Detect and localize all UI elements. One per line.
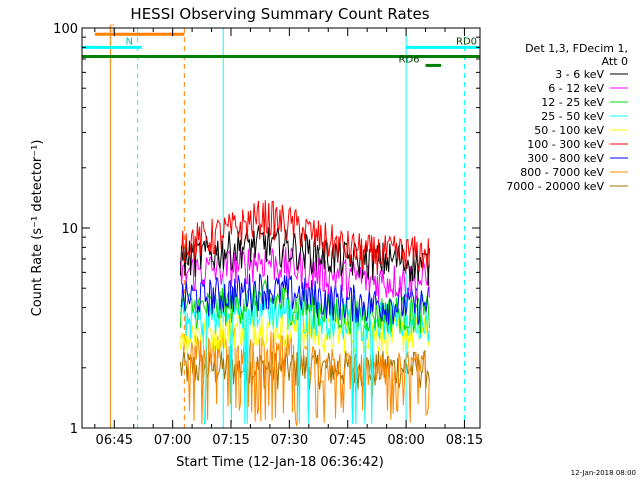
legend-label-6: 300 - 800 keV [527,152,604,165]
legend-label-8: 7000 - 20000 keV [506,180,604,193]
series-line-6 [180,273,430,325]
x-tick-label: 08:15 [446,433,483,448]
status-label-1: N [126,36,133,47]
legend-label-1: 6 - 12 keV [548,82,604,95]
chart-title: HESSI Observing Summary Count Rates [130,5,429,23]
series-line-4 [179,311,430,356]
legend-label-0: 3 - 6 keV [555,68,604,81]
status-label-2: RD0 [456,36,477,47]
y-axis-label: Count Rate (s⁻¹ detector⁻¹) [30,140,45,317]
status-label-0: S [109,23,115,34]
x-tick-label: 08:00 [387,433,424,448]
legend-label-3: 25 - 50 keV [541,110,604,123]
legend-label-5: 100 - 300 keV [527,138,604,151]
status-label-4: RD6 [399,54,420,65]
x-tick-label: 06:45 [96,433,133,448]
y-tick-label: 1 [70,422,78,437]
x-tick-label: 07:00 [154,433,191,448]
legend-header-line-1: Det 1,3, FDecim 1, [525,42,628,55]
y-tick-label: 10 [61,222,78,237]
series-line-8 [179,349,430,390]
series-line-5 [179,200,430,276]
footer-timestamp: 12-Jan-2018 08:00 [571,469,636,477]
x-tick-label: 07:15 [212,433,249,448]
legend-label-4: 50 - 100 keV [534,124,604,137]
y-tick-label: 100 [53,22,78,37]
legend-label-7: 800 - 7000 keV [520,166,604,179]
x-axis-label: Start Time (12-Jan-18 06:36:42) [176,455,384,470]
legend-header-line-2: Att 0 [602,55,628,68]
legend-label-2: 12 - 25 keV [541,96,604,109]
x-tick-label: 07:30 [271,433,308,448]
x-tick-label: 07:45 [329,433,366,448]
